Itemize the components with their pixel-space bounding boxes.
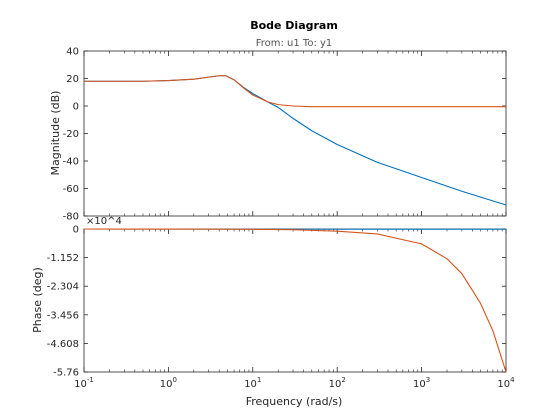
magnitude-axes-box <box>83 50 507 217</box>
magnitude-y-ticks: 40 20 0 -20 -40 -60 -80 <box>63 47 506 223</box>
phase-y-exponent: ×10^4 <box>86 216 122 227</box>
magnitude-y-tick-label: 20 <box>66 74 79 85</box>
x-tick-label: 10-1 <box>74 376 94 390</box>
chart-title: Bode Diagram <box>250 19 338 32</box>
magnitude-panel: 40 20 0 -20 -40 -60 -80 Magnitude (dB) <box>49 47 507 223</box>
phase-y-tick-label: 0 <box>73 225 79 236</box>
magnitude-y-tick-label: -60 <box>63 184 79 195</box>
phase-y-tick-label: -2.304 <box>47 282 79 293</box>
phase-y-tick-label: -5.76 <box>53 368 79 379</box>
x-tick-label: 102 <box>329 376 346 390</box>
phase-series <box>83 228 507 373</box>
magnitude-series-2-line <box>84 75 506 108</box>
magnitude-y-label: Magnitude (dB) <box>49 91 62 176</box>
phase-y-tick-label: -4.608 <box>47 339 79 350</box>
x-tick-label: 100 <box>160 376 177 390</box>
phase-y-tick-label: -3.456 <box>47 310 79 321</box>
magnitude-y-tick-label: 40 <box>66 47 79 58</box>
magnitude-x-ticks <box>83 51 507 216</box>
magnitude-y-tick-label: -20 <box>63 129 79 140</box>
x-tick-label: 104 <box>497 376 515 390</box>
x-axis-label: Frequency (rad/s) <box>246 395 343 408</box>
x-tick-label: 101 <box>244 376 261 390</box>
phase-panel: 0-1.152-2.304-3.456-4.608-5.76 10-1 100 10… <box>31 216 515 408</box>
magnitude-series <box>84 75 507 206</box>
phase-y-tick-label: -1.152 <box>47 253 79 264</box>
phase-x-ticks: 10-1 100 101 102 103 104 <box>74 229 515 390</box>
phase-axes-box <box>83 228 507 373</box>
phase-y-label: Phase (deg) <box>31 267 44 333</box>
magnitude-y-tick-label: -80 <box>63 212 79 223</box>
chart-subtitle: From: u1 To: y1 <box>256 38 333 49</box>
magnitude-y-tick-label: 0 <box>73 102 79 113</box>
x-tick-label: 103 <box>413 376 430 390</box>
magnitude-y-tick-label: -40 <box>63 157 79 168</box>
phase-series-2-line <box>83 228 507 373</box>
